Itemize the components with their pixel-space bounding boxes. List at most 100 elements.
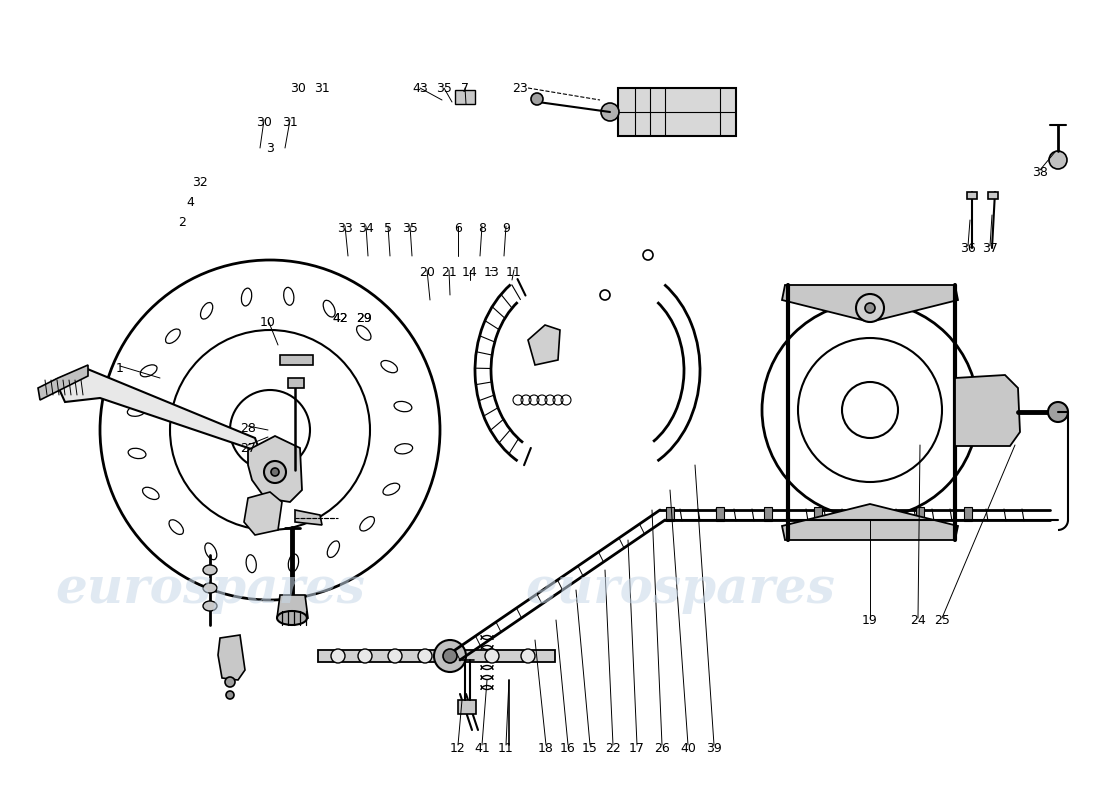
Polygon shape — [528, 325, 560, 365]
Text: 9: 9 — [502, 222, 510, 234]
Bar — [964, 507, 972, 521]
Circle shape — [531, 93, 543, 105]
Ellipse shape — [394, 402, 411, 412]
Text: 29: 29 — [356, 311, 372, 325]
Ellipse shape — [141, 365, 157, 377]
Text: 1: 1 — [117, 362, 124, 374]
Text: 24: 24 — [910, 614, 926, 626]
Bar — [458, 700, 476, 714]
Bar — [988, 192, 998, 199]
Text: eurospares: eurospares — [525, 566, 835, 614]
Ellipse shape — [204, 583, 217, 593]
Text: 34: 34 — [359, 222, 374, 234]
Circle shape — [388, 649, 401, 663]
Bar — [618, 88, 736, 136]
Ellipse shape — [165, 329, 180, 343]
Ellipse shape — [205, 543, 217, 560]
Text: 12: 12 — [450, 742, 466, 754]
Text: 3: 3 — [266, 142, 274, 154]
Bar — [814, 507, 822, 521]
Circle shape — [1049, 151, 1067, 169]
Bar — [666, 507, 674, 521]
Text: 5: 5 — [384, 222, 392, 234]
Circle shape — [521, 649, 535, 663]
Polygon shape — [218, 635, 245, 680]
Ellipse shape — [204, 565, 217, 575]
Text: 21: 21 — [441, 266, 456, 278]
Text: 38: 38 — [1032, 166, 1048, 178]
Text: 31: 31 — [282, 115, 298, 129]
Text: 35: 35 — [436, 82, 452, 94]
Text: 35: 35 — [403, 222, 418, 234]
Ellipse shape — [381, 361, 397, 373]
Text: 42: 42 — [332, 311, 348, 325]
Circle shape — [418, 649, 432, 663]
Polygon shape — [248, 436, 302, 502]
Text: 20: 20 — [419, 266, 435, 278]
Ellipse shape — [360, 517, 374, 531]
Text: 11: 11 — [498, 742, 514, 754]
Text: 37: 37 — [982, 242, 998, 254]
Polygon shape — [277, 595, 308, 618]
Bar — [764, 507, 772, 521]
Text: 18: 18 — [538, 742, 554, 754]
Text: 17: 17 — [629, 742, 645, 754]
Ellipse shape — [169, 520, 184, 534]
Polygon shape — [39, 365, 88, 400]
Bar — [916, 507, 924, 521]
Text: 8: 8 — [478, 222, 486, 234]
Text: 36: 36 — [960, 242, 976, 254]
Ellipse shape — [277, 611, 307, 625]
Polygon shape — [280, 355, 314, 365]
Circle shape — [856, 294, 884, 322]
Text: 26: 26 — [654, 742, 670, 754]
Circle shape — [434, 640, 466, 672]
Circle shape — [271, 468, 279, 476]
Circle shape — [358, 649, 372, 663]
Text: 23: 23 — [513, 82, 528, 94]
Text: 39: 39 — [706, 742, 722, 754]
Polygon shape — [782, 504, 958, 540]
Text: 28: 28 — [240, 422, 256, 434]
Circle shape — [1048, 402, 1068, 422]
Text: 7: 7 — [461, 82, 469, 94]
Polygon shape — [295, 510, 322, 525]
Text: 2: 2 — [178, 215, 186, 229]
Ellipse shape — [128, 448, 146, 458]
Text: 4: 4 — [186, 195, 194, 209]
Ellipse shape — [241, 288, 252, 306]
Ellipse shape — [128, 406, 145, 416]
Circle shape — [331, 649, 345, 663]
Text: 11: 11 — [506, 266, 521, 278]
Circle shape — [226, 691, 234, 699]
Polygon shape — [782, 285, 958, 322]
Bar — [455, 90, 475, 104]
Polygon shape — [955, 375, 1020, 446]
Circle shape — [485, 649, 499, 663]
Circle shape — [443, 649, 456, 663]
Polygon shape — [55, 368, 260, 452]
Text: 41: 41 — [474, 742, 490, 754]
Bar — [967, 192, 977, 199]
Ellipse shape — [288, 554, 298, 572]
Ellipse shape — [328, 541, 340, 558]
Circle shape — [601, 103, 619, 121]
Text: 29: 29 — [356, 311, 372, 325]
Ellipse shape — [200, 302, 212, 319]
Bar — [288, 378, 304, 388]
Circle shape — [865, 303, 874, 313]
Text: 14: 14 — [462, 266, 477, 278]
Bar — [866, 507, 874, 521]
Text: 10: 10 — [260, 315, 276, 329]
Ellipse shape — [143, 487, 160, 499]
Text: 30: 30 — [290, 82, 306, 94]
Text: 32: 32 — [192, 175, 208, 189]
Text: 40: 40 — [680, 742, 696, 754]
Text: 31: 31 — [315, 82, 330, 94]
Ellipse shape — [246, 554, 256, 573]
Text: 16: 16 — [560, 742, 576, 754]
Text: 13: 13 — [484, 266, 499, 278]
Text: 43: 43 — [412, 82, 428, 94]
Text: 19: 19 — [862, 614, 878, 626]
Ellipse shape — [383, 483, 399, 495]
